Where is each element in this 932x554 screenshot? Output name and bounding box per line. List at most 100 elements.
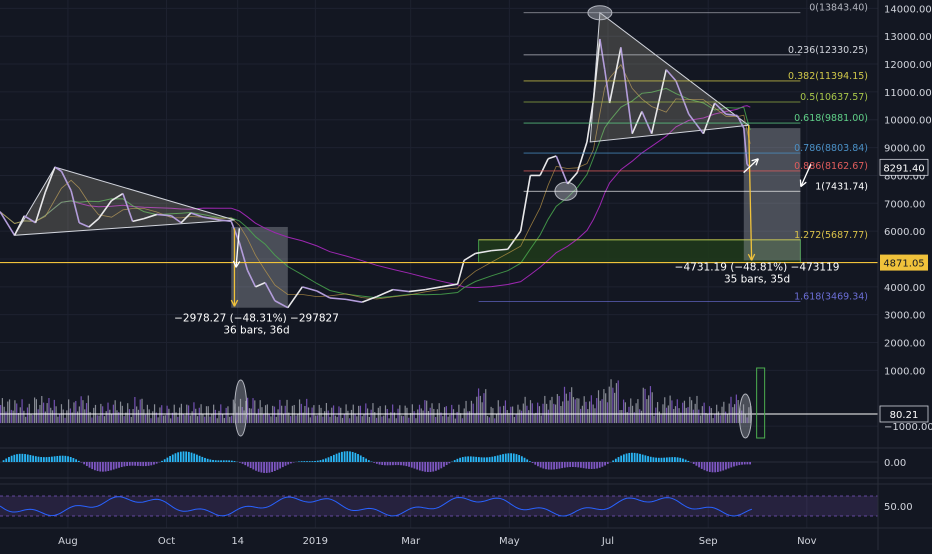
volume-bar [263,414,264,423]
oscillator-tick-label: 50.00 [884,502,913,513]
macd-bar [75,459,77,462]
macd-bar [107,462,109,471]
macd-bar [534,462,536,465]
macd-bar [336,454,338,462]
macd-bar [440,462,442,468]
macd-bar [502,454,504,462]
macd-bar [615,459,617,462]
macd-bar [644,455,646,462]
macd-bar [260,462,262,473]
volume-bar [152,411,153,423]
volume-bar [211,414,212,423]
volume-bar [217,418,218,423]
volume-bar [729,404,730,424]
y-tick-label: 2000.00 [884,339,925,350]
macd-bar [403,462,405,466]
volume-bar [505,400,506,423]
macd-bar [478,457,480,462]
price-segment [409,290,425,292]
macd-bar [395,462,397,465]
macd-bar [145,462,147,466]
macd-bar [545,462,547,469]
volume-bar [499,407,500,424]
macd-bar [499,455,501,462]
fib-label: 0.786(8803.84) [794,143,868,154]
volume-bar [435,417,436,423]
macd-bar [747,462,749,464]
volume-bar [465,401,466,423]
macd-bar [446,462,448,465]
volume-bar [283,414,284,423]
volume-bar [464,408,465,423]
volume-bar [322,417,323,423]
volume-bar [93,408,94,423]
macd-bar [526,459,528,462]
volume-bar [25,417,26,423]
macd-bar [607,462,609,464]
volume-bar [226,408,227,423]
macd-bar [661,458,663,462]
volume-bar [417,409,418,423]
y-tick-label: 11000.00 [884,88,932,99]
volume-bar [290,416,291,423]
volume-bar [431,403,432,423]
volume-bar [97,415,98,423]
volume-bar [712,418,713,423]
macd-bar [561,462,563,468]
volume-bar [165,415,166,423]
volume-bar [351,410,352,423]
volume-bar [79,406,80,423]
volume-bar [340,408,341,423]
macd-bar [424,462,426,472]
volume-bar [335,416,336,423]
price-segment [346,299,362,302]
macd-bar [400,462,402,465]
macd-bar [658,458,660,462]
volume-bar [277,409,278,423]
volume-bar [596,398,597,423]
x-tick-label: May [499,536,520,547]
volume-bar [516,415,517,424]
macd-bar [320,460,322,462]
macd-bar [185,451,187,462]
volume-bar [594,408,595,423]
volume-bar [675,406,676,423]
volume-bar [598,390,599,423]
volume-bar [199,408,200,423]
macd-bar [489,457,491,462]
volume-bar [256,414,257,423]
volume-bar [725,412,726,423]
macd-bar [701,462,703,469]
volume-bar [132,409,133,423]
macd-bar [62,456,64,462]
volume-bar [331,408,332,423]
volume-bar [501,414,502,423]
macd-bar [693,462,695,464]
volume-bar [666,408,667,423]
macd-bar [328,457,330,462]
macd-bar [744,462,746,464]
volume-bar [195,409,196,423]
volume-bar [68,399,69,423]
volume-bar [525,397,526,423]
volume-bar [730,397,731,423]
macd-bar [663,458,665,462]
macd-bar [669,457,671,462]
fib-label: 0.236(12330.25) [788,45,868,56]
volume-bar [530,400,531,423]
fib-label: 0.618(9881.00) [794,113,868,124]
macd-bar [462,457,464,462]
volume-bar [693,410,694,423]
macd-bar [749,462,751,464]
macd-bar [124,462,126,466]
volume-bar [9,399,10,423]
fib-label: 1.618(3469.34) [794,292,868,303]
macd-bar [438,462,440,470]
macd-bar [540,462,542,468]
volume-bar [247,398,248,423]
macd-bar [620,456,622,462]
macd-bar [647,456,649,462]
volume-bar [138,410,139,423]
